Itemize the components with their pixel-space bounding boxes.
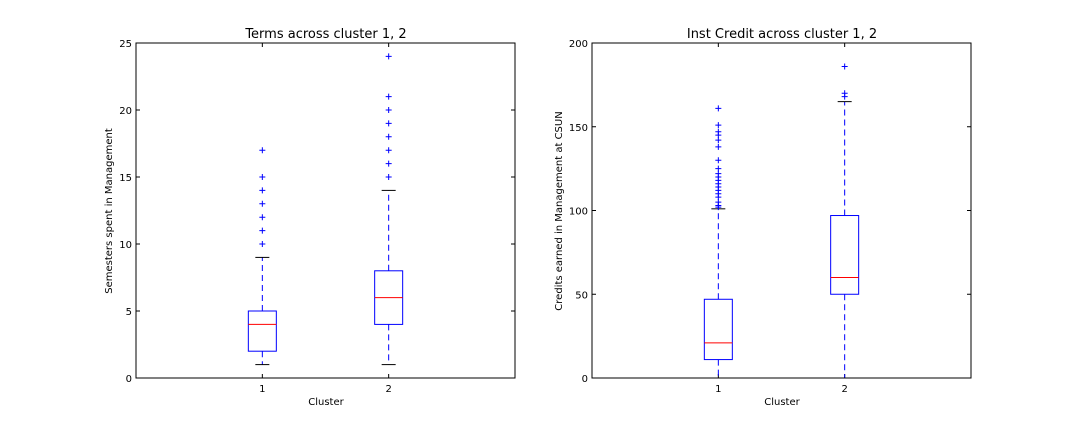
y-tick-label: 25 xyxy=(119,39,132,50)
y-tick-label: 15 xyxy=(119,173,132,184)
boxplot-inst-credit: Inst Credit across cluster 1, 2 Cluster … xyxy=(554,27,972,408)
flier xyxy=(715,143,722,150)
flier xyxy=(259,147,266,154)
y-axis-label: Credits earned in Management at CSUN xyxy=(554,111,565,310)
flier xyxy=(259,214,266,221)
axes-frame xyxy=(591,42,972,379)
x-tick-label: 2 xyxy=(385,384,391,395)
y-tick-label: 0 xyxy=(582,374,588,385)
y-tick-label: 0 xyxy=(126,374,132,385)
flier xyxy=(715,199,722,206)
y-tick-label: 5 xyxy=(126,307,132,318)
box-2 xyxy=(374,53,404,366)
flier xyxy=(259,200,266,207)
flier xyxy=(385,174,392,180)
y-tick-label: 10 xyxy=(119,240,132,251)
flier xyxy=(385,53,392,60)
flier xyxy=(715,165,722,172)
iqr-box xyxy=(830,215,860,295)
x-axis-label: Cluster xyxy=(764,397,800,408)
flier xyxy=(259,241,266,247)
y-tick-label: 200 xyxy=(569,39,588,50)
flier xyxy=(385,133,392,140)
flier xyxy=(385,107,392,113)
y-axis-label: Semesters spent in Management xyxy=(104,128,115,294)
flier xyxy=(715,122,722,129)
x-tick-label: 2 xyxy=(841,384,847,395)
x-axis-label: Cluster xyxy=(308,397,344,408)
chart-title: Terms across cluster 1, 2 xyxy=(244,27,406,42)
y-tick-label: 100 xyxy=(569,207,588,218)
flier xyxy=(715,128,722,135)
axes-frame xyxy=(135,42,516,379)
flier xyxy=(715,170,722,177)
x-tick-label: 1 xyxy=(715,384,721,395)
y-tick-label: 150 xyxy=(569,123,588,134)
flier xyxy=(715,157,722,164)
iqr-box xyxy=(703,298,733,361)
iqr-box xyxy=(247,310,277,352)
box-1 xyxy=(247,147,277,366)
flier xyxy=(385,160,392,167)
flier xyxy=(715,105,722,112)
chart-title: Inst Credit across cluster 1, 2 xyxy=(687,27,877,42)
x-tick-label: 1 xyxy=(259,384,265,395)
flier xyxy=(841,90,848,97)
flier xyxy=(259,187,266,194)
flier xyxy=(715,137,722,144)
y-tick-label: 20 xyxy=(119,106,132,117)
flier xyxy=(385,93,392,100)
plot-area: 0 5 10 15 20 25 1 2 xyxy=(119,39,516,395)
boxplot-terms: Terms across cluster 1, 2 Cluster Semest… xyxy=(104,27,516,408)
plot-area: 0 50 100 150 200 1 2 xyxy=(569,39,972,395)
flier xyxy=(385,147,392,154)
box-2 xyxy=(830,63,860,379)
flier xyxy=(259,227,266,234)
flier xyxy=(259,174,266,180)
y-tick-label: 50 xyxy=(575,290,588,301)
flier xyxy=(385,120,392,127)
flier xyxy=(841,63,848,70)
